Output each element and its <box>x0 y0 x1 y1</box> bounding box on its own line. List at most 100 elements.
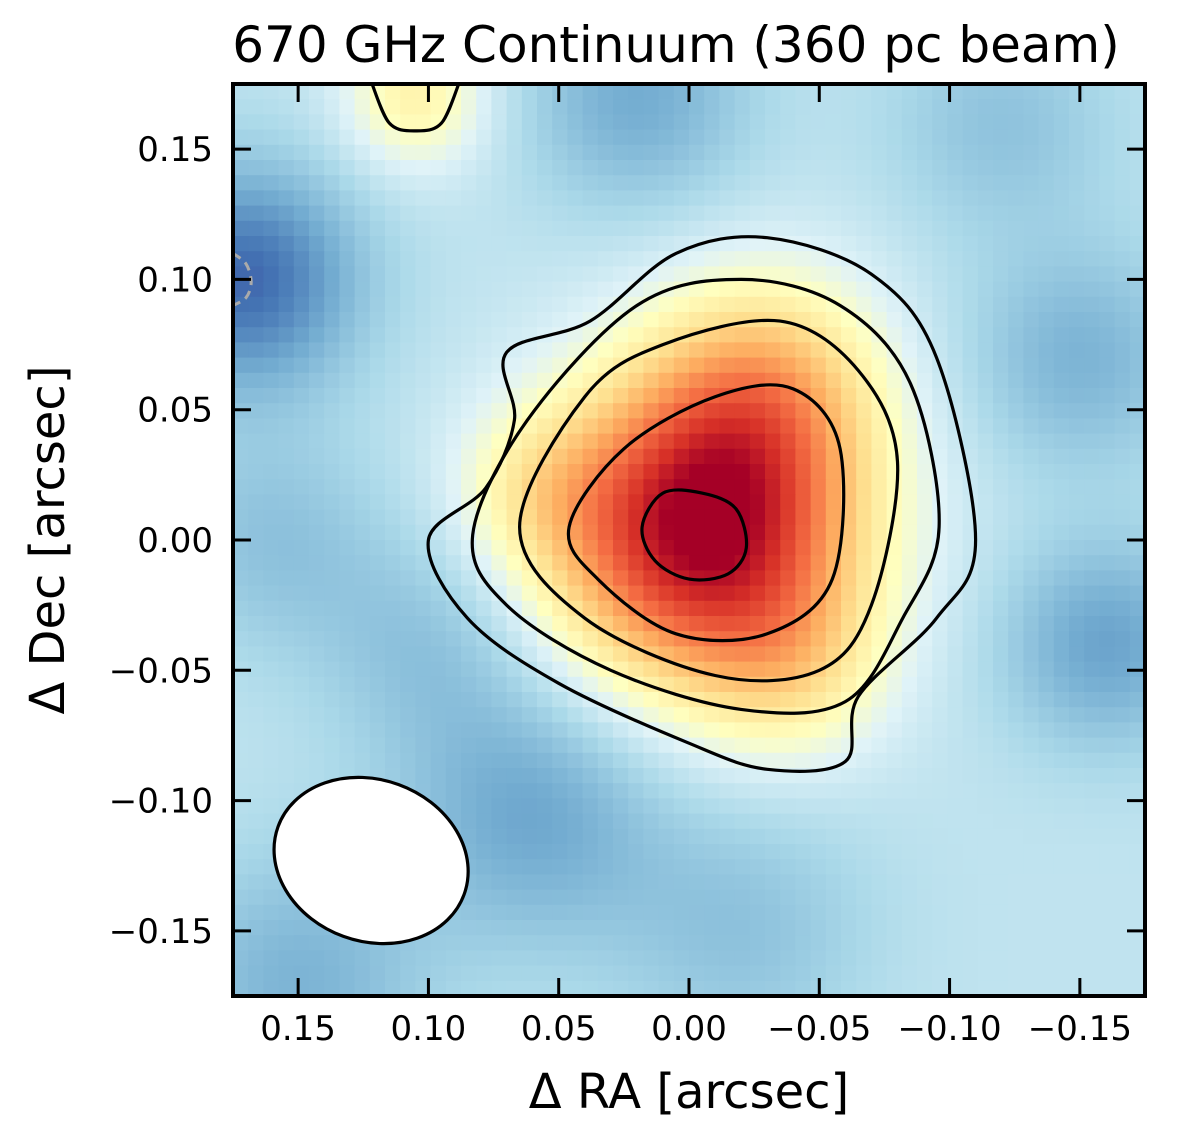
heatmap-cell <box>1023 114 1040 131</box>
heatmap-cell <box>901 874 918 891</box>
heatmap-cell <box>901 266 918 283</box>
heatmap-cell <box>278 327 295 343</box>
heatmap-cell <box>1038 327 1055 343</box>
heatmap-cell <box>947 464 964 480</box>
heatmap-cell <box>1099 676 1116 693</box>
heatmap-cell <box>369 205 386 222</box>
heatmap-cell <box>248 296 264 313</box>
heatmap-cell <box>901 448 918 465</box>
heatmap-cell <box>385 722 401 739</box>
heatmap-cell <box>886 114 903 131</box>
heatmap-cell <box>643 570 660 587</box>
heatmap-cell <box>962 236 979 252</box>
heatmap-cell <box>476 342 492 359</box>
heatmap-cell <box>704 646 720 663</box>
heatmap-cell <box>673 813 690 830</box>
heatmap-cell <box>597 889 614 906</box>
heatmap-cell <box>293 296 310 313</box>
heatmap-cell <box>1038 555 1055 571</box>
heatmap-cell <box>567 464 584 480</box>
heatmap-cell <box>977 798 994 815</box>
heatmap-cell <box>445 266 462 283</box>
heatmap-cell <box>810 114 827 131</box>
heatmap-cell <box>354 494 371 511</box>
heatmap-cell <box>628 828 644 845</box>
heatmap-cell <box>369 433 386 450</box>
heatmap-cell <box>430 312 447 328</box>
heatmap-cell <box>293 768 310 784</box>
heatmap-cell <box>734 190 751 207</box>
heatmap-cell <box>689 205 705 222</box>
heatmap-cell <box>749 494 766 511</box>
heatmap-cell <box>1038 692 1055 708</box>
heatmap-cell <box>886 752 903 769</box>
heatmap-cell <box>917 342 933 359</box>
heatmap-cell <box>704 524 720 541</box>
heatmap-cell <box>658 236 675 252</box>
heatmap-cell <box>1084 768 1100 784</box>
heatmap-cell <box>886 160 903 176</box>
heatmap-cell <box>278 296 295 313</box>
heatmap-cell <box>719 692 736 708</box>
heatmap-cell <box>841 813 857 830</box>
heatmap-cell <box>1129 616 1145 632</box>
heatmap-cell <box>795 585 812 602</box>
heatmap-cell <box>780 160 796 176</box>
heatmap-cell <box>400 555 416 571</box>
heatmap-cell <box>734 175 751 191</box>
heatmap-cell <box>476 464 492 480</box>
heatmap-cell <box>947 707 964 723</box>
heatmap-cell <box>1023 418 1040 435</box>
heatmap-cell <box>780 692 796 708</box>
heatmap-cell <box>780 752 796 769</box>
y-tick-label: 0.05 <box>137 391 213 431</box>
heatmap-cell <box>1114 631 1131 647</box>
heatmap-cell <box>1053 828 1070 845</box>
heatmap-cell <box>886 448 903 465</box>
heatmap-cell <box>1023 752 1040 769</box>
heatmap-cell <box>293 479 310 495</box>
heatmap-cell <box>673 676 690 693</box>
heatmap-cell <box>324 585 340 602</box>
heatmap-cell <box>324 448 340 465</box>
heatmap-cell <box>643 479 660 495</box>
heatmap-cell <box>461 99 477 115</box>
heatmap-cell <box>795 859 812 875</box>
heatmap-cell <box>841 889 857 906</box>
heatmap-cell <box>293 251 310 267</box>
heatmap-cell <box>825 965 842 982</box>
heatmap-cell <box>658 99 675 115</box>
heatmap-cell <box>430 251 447 267</box>
heatmap-cell <box>993 555 1009 571</box>
heatmap-cell <box>962 251 979 267</box>
heatmap-cell <box>309 144 325 161</box>
heatmap-cell <box>491 99 508 115</box>
heatmap-cell <box>795 312 812 328</box>
heatmap-cell <box>491 935 508 951</box>
heatmap-cell <box>445 433 462 450</box>
heatmap-cell <box>962 129 979 146</box>
heatmap-cell <box>385 160 401 176</box>
heatmap-cell <box>385 251 401 267</box>
heatmap-cell <box>613 372 629 389</box>
heatmap-cell <box>248 935 264 951</box>
heatmap-cell <box>354 372 371 389</box>
heatmap-cell <box>628 160 644 176</box>
heatmap-cell <box>278 99 295 115</box>
heatmap-cell <box>233 570 249 587</box>
heatmap-cell <box>917 296 933 313</box>
heatmap-cell <box>552 904 568 921</box>
heatmap-cell <box>476 950 492 967</box>
heatmap-cell <box>491 600 508 617</box>
heatmap-cell <box>1038 920 1055 936</box>
heatmap-cell <box>825 160 842 176</box>
heatmap-cell <box>689 494 705 511</box>
heatmap-cell <box>476 920 492 936</box>
heatmap-cell <box>369 737 386 754</box>
heatmap-cell <box>567 448 584 465</box>
heatmap-cell <box>385 84 401 100</box>
heatmap-cell <box>962 99 979 115</box>
heatmap-cell <box>597 281 614 298</box>
heatmap-cell <box>947 920 964 936</box>
heatmap-cell <box>643 433 660 450</box>
